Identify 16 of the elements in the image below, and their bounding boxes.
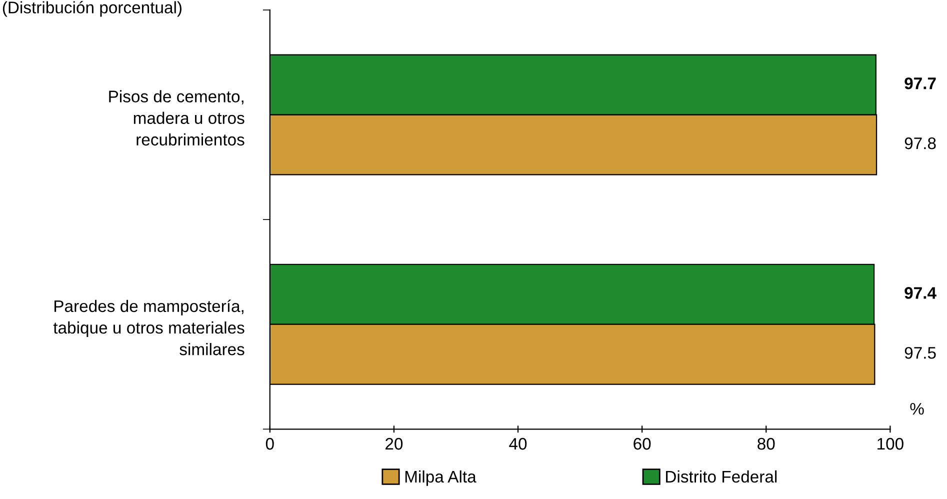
legend-label: Milpa Alta (405, 470, 476, 486)
y-tick-label: Pisos de cemento, madera u otros recubrimientos (109, 90, 244, 146)
x-tick-label: 0 (266, 438, 274, 450)
data-label: 97.7 (904, 77, 936, 90)
data-label: 97.8 (904, 137, 936, 150)
data-label: 97.5 (904, 346, 936, 359)
x-tick-label: 80 (758, 438, 775, 450)
y-tick-label: Paredes de mampostería, tabique u otros materiales similares (53, 300, 244, 356)
legend-label: Distrito Federal (666, 470, 777, 483)
x-tick-label: 20 (386, 438, 403, 450)
x-tick-label: 40 (509, 438, 527, 450)
x-axis-title: % (910, 403, 924, 415)
x-tick-label: 60 (634, 438, 651, 450)
x-tick-label: 100 (878, 438, 904, 450)
text: (Distribución porcentual) (2, 1, 182, 17)
data-label: 97.4 (904, 287, 936, 299)
